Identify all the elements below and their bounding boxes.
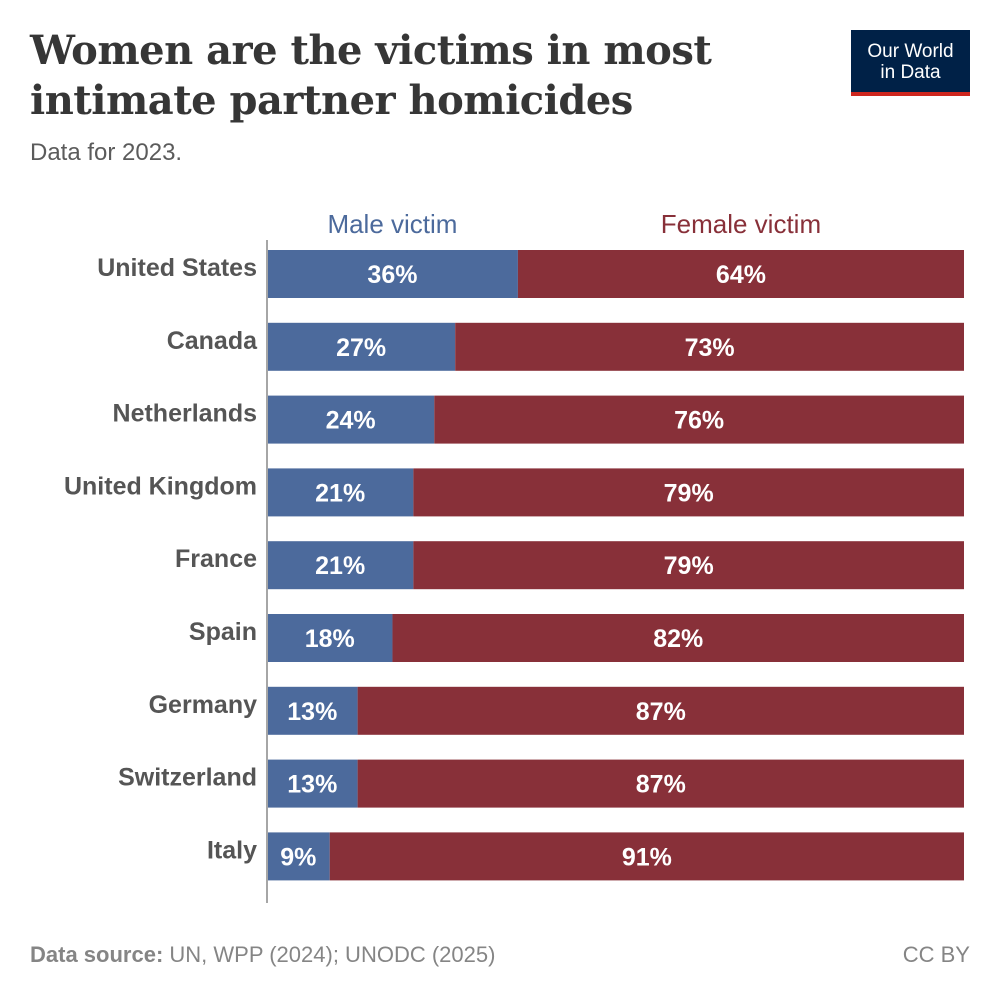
value-label-france-female-victim: 79%	[664, 552, 714, 580]
value-label-netherlands-female-victim: 76%	[674, 407, 724, 435]
legend-male-victim: Male victim	[327, 209, 457, 239]
bar-united-kingdom-male-victim	[267, 468, 414, 517]
value-label-united-kingdom-female-victim: 79%	[664, 479, 714, 507]
data-source: Data source: UN, WPP (2024); UNODC (2025…	[30, 941, 495, 969]
value-label-germany-male-victim: 13%	[287, 698, 337, 726]
category-label-united-states: United States	[97, 254, 257, 282]
bar-spain-male-victim	[267, 614, 393, 662]
category-label-germany: Germany	[149, 691, 257, 719]
value-label-united-kingdom-male-victim: 21%	[315, 479, 365, 507]
chart-subtitle: Data for 2023.	[30, 139, 183, 166]
value-label-france-male-victim: 21%	[315, 552, 365, 580]
category-label-spain: Spain	[189, 618, 257, 646]
value-label-canada-male-victim: 27%	[336, 334, 386, 362]
legend-female-victim: Female victim	[661, 209, 821, 239]
owid-logo[interactable]: Our World in Data	[851, 30, 970, 96]
value-label-canada-female-victim: 73%	[685, 334, 735, 362]
category-label-switzerland: Switzerland	[118, 764, 257, 792]
bar-italy-female-victim	[329, 832, 965, 881]
category-label-netherlands: Netherlands	[113, 400, 257, 428]
value-label-united-states-male-victim: 36%	[367, 261, 417, 289]
value-label-italy-male-victim: 9%	[280, 843, 316, 871]
value-label-netherlands-male-victim: 24%	[326, 407, 376, 435]
category-label-canada: Canada	[167, 327, 258, 355]
value-label-spain-male-victim: 18%	[305, 625, 355, 653]
license-link[interactable]: CC BY	[902, 942, 970, 967]
bar-canada-male-victim	[267, 322, 456, 371]
category-label-united-kingdom: United Kingdom	[64, 472, 257, 500]
bar-germany-male-victim	[267, 686, 358, 735]
bar-france-male-victim	[267, 541, 414, 590]
logo-line-1: Our World	[867, 41, 954, 62]
bar-canada-female-victim	[455, 322, 964, 371]
bar-united-states-male-victim	[267, 250, 518, 298]
bar-italy-male-victim	[267, 832, 330, 881]
value-label-germany-female-victim: 87%	[636, 698, 686, 726]
value-label-italy-female-victim: 91%	[622, 843, 672, 871]
stacked-bar-chart: Male victim Female victim United States 36%…	[64, 209, 965, 903]
value-label-switzerland-male-victim: 13%	[287, 771, 337, 799]
logo-line-2: in Data	[880, 62, 941, 83]
bar-united-kingdom-female-victim	[413, 468, 964, 517]
bar-spain-female-victim	[392, 614, 965, 662]
data-source-text[interactable]: UN, WPP (2024); UNODC (2025)	[169, 942, 496, 967]
bar-united-states-female-victim	[517, 250, 964, 298]
data-source-label: Data source:	[30, 942, 164, 967]
bar-switzerland-female-victim	[357, 759, 964, 808]
bar-switzerland-male-victim	[267, 759, 358, 808]
category-label-italy: Italy	[207, 836, 257, 864]
bar-netherlands-male-victim	[267, 395, 435, 444]
value-label-switzerland-female-victim: 87%	[636, 771, 686, 799]
value-label-united-states-female-victim: 64%	[716, 261, 766, 289]
category-label-france: France	[175, 545, 257, 573]
chart-title: Women are the victims in most intimate p…	[30, 27, 712, 124]
value-label-spain-female-victim: 82%	[653, 625, 703, 653]
bar-france-female-victim	[413, 541, 964, 590]
bar-germany-female-victim	[357, 686, 964, 735]
bar-netherlands-female-victim	[434, 395, 964, 444]
